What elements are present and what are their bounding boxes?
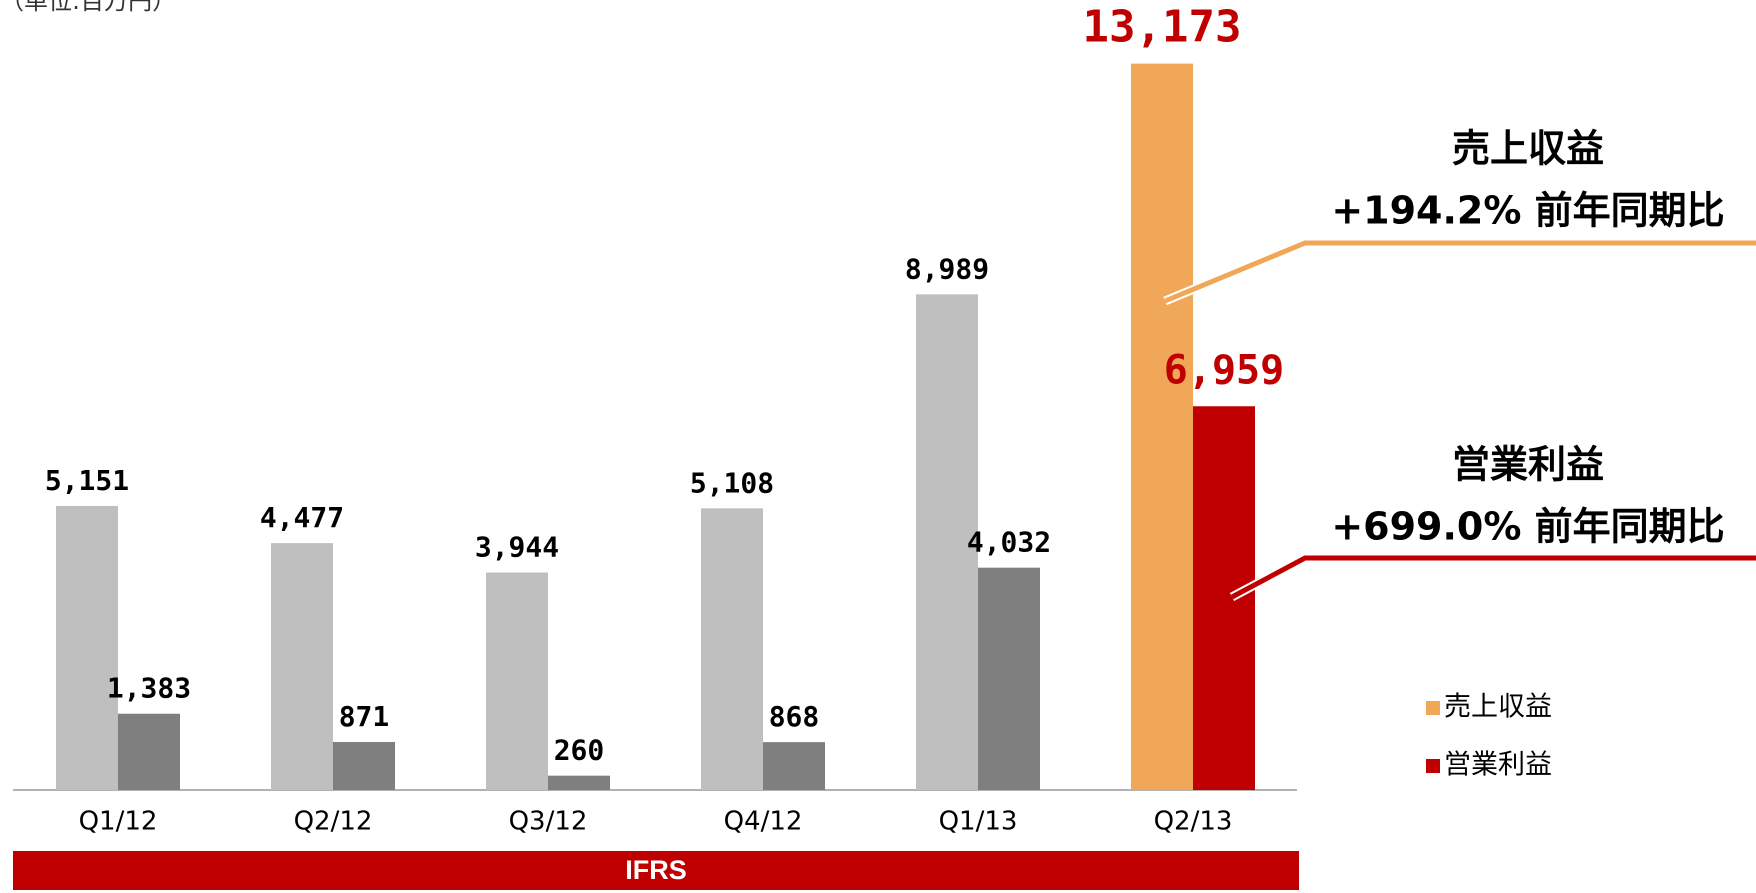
value-label: 6,959 [1164, 347, 1284, 393]
legend-label: 営業利益 [1444, 750, 1552, 781]
x-tick-label: Q2/13 [1154, 807, 1233, 837]
value-label: 4,477 [260, 501, 344, 534]
callout-line [1164, 240, 1756, 304]
bar [978, 567, 1040, 790]
annotation-title: 営業利益 [1452, 443, 1604, 487]
annotation-title: 売上収益 [1452, 127, 1604, 171]
x-tick-label: Q4/12 [724, 807, 803, 837]
bar [118, 713, 180, 790]
legend-swatch [1426, 759, 1440, 773]
annotation-text: +699.0% 前年同期比 [1331, 505, 1724, 549]
bar [486, 572, 548, 790]
bar [271, 543, 333, 790]
ifrs-band [13, 851, 1299, 890]
value-label: 868 [769, 700, 820, 733]
value-label: 4,032 [967, 526, 1051, 559]
bar [916, 294, 978, 790]
annotation-text: +194.2% 前年同期比 [1331, 189, 1724, 233]
value-label: 3,944 [475, 531, 559, 564]
bar [701, 508, 763, 790]
bar [548, 775, 610, 790]
band-label: IFRS [625, 855, 687, 885]
bar [56, 505, 118, 790]
legend-label: 売上収益 [1444, 692, 1552, 723]
callout-line [1230, 555, 1756, 600]
callout-outline [1229, 553, 1756, 601]
value-label: 13,173 [1083, 2, 1242, 53]
value-label: 1,383 [107, 672, 191, 705]
x-tick-label: Q3/12 [509, 807, 588, 837]
bar [333, 741, 395, 790]
value-label: 5,151 [45, 464, 129, 497]
bar [1193, 406, 1255, 790]
legend-swatch [1426, 701, 1440, 715]
unit-label: （単位:百万円） [0, 0, 176, 15]
value-label: 8,989 [905, 252, 989, 285]
bar [1131, 63, 1193, 790]
value-label: 260 [554, 734, 605, 767]
x-tick-label: Q1/12 [79, 807, 158, 837]
value-label: 5,108 [690, 466, 774, 499]
x-tick-label: Q1/13 [939, 807, 1018, 837]
bar [763, 742, 825, 790]
value-label: 871 [339, 700, 390, 733]
x-tick-label: Q2/12 [294, 807, 373, 837]
callout-outline [1163, 238, 1756, 306]
